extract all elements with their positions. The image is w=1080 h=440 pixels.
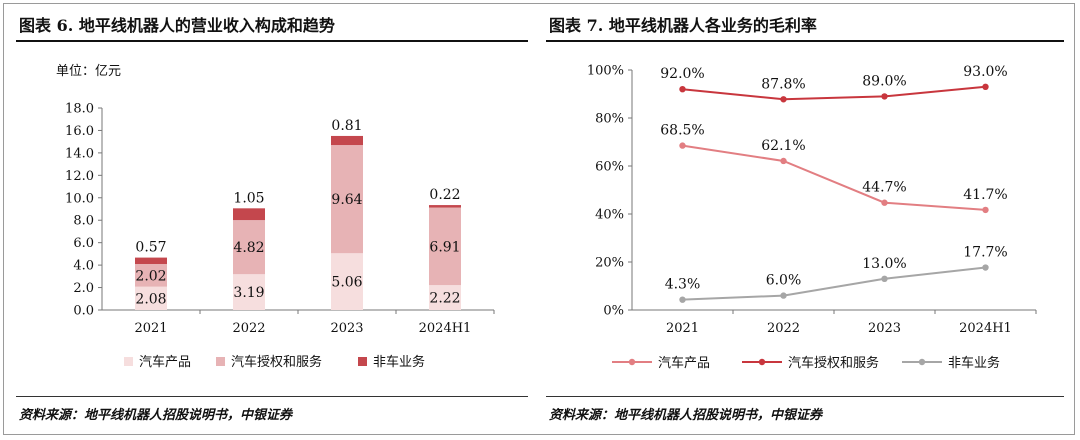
bar-segment [331,253,363,310]
y-tick-label: 6.0 [73,236,94,251]
bar-data-label: 2.02 [135,268,166,284]
legend-label: 汽车产品 [658,355,710,371]
point-data-label: 4.3% [665,277,701,293]
bar-segment [331,135,363,146]
y-tick-label: 12.0 [65,169,94,184]
y-tick-label: 20% [595,256,624,271]
bar-data-label: 0.22 [429,187,460,203]
point-data-label: 93.0% [963,64,1007,80]
bar-segment [233,274,265,310]
bar-chart: 单位：亿元 0.0 2.0 4.0 6.0 8.0 10.0 12.0 14.0 16.0 18.0… [56,64,495,370]
bar-segment [331,145,363,254]
legend-label: 汽车产品 [139,354,191,370]
left-source-rule [16,396,528,397]
y-tick-label: 0.0 [73,304,94,319]
legend-label: 非车业务 [948,355,1000,371]
legend-swatch [124,357,133,366]
point-data-label: 44.7% [862,180,906,196]
x-tick-label: 2021 [134,321,167,336]
point-data-label: 6.0% [766,273,802,289]
bar-segment [429,207,461,286]
point-data-label: 68.5% [660,123,704,139]
data-point [881,199,888,206]
y-tick-label: 0% [603,304,624,319]
y-tick-label: 16.0 [65,124,94,139]
right-chart-title: 图表 7. 地平线机器人各业务的毛利率 [549,16,817,35]
right-source-note: 资料来源：地平线机器人招股说明书，中银证券 [549,408,823,423]
data-point [780,292,787,299]
legend-marker [758,358,766,366]
line-chart: 0% 20% 40% 60% 80% 100% 2021 2022 2023 2024H1 68.5… [587,64,1037,371]
bar-data-label: 5.06 [331,275,362,291]
x-tick-label: 2024H1 [419,321,472,336]
series-line [682,85,986,101]
right-title-rule [546,40,1064,42]
y-tick-label: 8.0 [73,214,94,229]
y-tick-label: 10.0 [65,191,94,206]
left-title-rule [16,40,528,42]
left-source-note: 资料来源：地平线机器人招股说明书，中银证券 [19,408,293,423]
bar-data-label: 0.81 [331,118,362,134]
x-tick-label: 2024H1 [959,321,1012,336]
y-tick-label: 100% [587,64,624,79]
y-tick-label: 18.0 [65,102,94,117]
bar-segment [429,285,461,310]
series-line [682,266,986,301]
legend-label: 汽车授权和服务 [788,355,879,371]
legend-marker [628,358,636,366]
y-tick-label: 14.0 [65,146,94,161]
bar-segment [135,257,167,264]
bar-data-label: 9.64 [331,192,362,208]
data-point [881,275,888,282]
point-data-label: 41.7% [963,187,1007,203]
data-point [982,83,989,90]
data-point [982,206,989,214]
bar-segment [429,205,461,208]
point-data-label: 87.8% [761,76,805,92]
legend-swatch [358,357,367,366]
data-point [881,93,888,100]
y-tick-label: 40% [595,208,624,223]
data-point [780,157,787,165]
x-tick-label: 2023 [330,321,363,336]
point-data-label: 17.7% [963,245,1007,261]
y-tick-label: 4.0 [73,259,94,274]
data-point [982,264,989,271]
legend-swatch [216,357,225,366]
bar-data-label: 2.08 [135,291,166,307]
x-tick-label: 2021 [666,321,699,336]
point-data-label: 13.0% [862,256,906,272]
figure-frame [3,3,1075,435]
data-point [679,296,686,303]
bar-data-label: 1.05 [233,190,264,206]
bar-segment [135,286,167,310]
bar-data-label: 0.57 [135,240,166,256]
legend-marker [918,358,926,366]
data-point [679,142,686,149]
series-line [682,144,986,211]
y-tick-label: 80% [595,112,624,127]
bar-segment [233,208,265,221]
bar-segment [135,263,167,287]
x-tick-label: 2022 [767,321,800,336]
bar-data-label: 6.91 [429,239,460,255]
left-chart-title: 图表 6. 地平线机器人的营业收入构成和趋势 [19,16,335,35]
data-point [780,96,787,103]
x-tick-label: 2023 [868,321,901,336]
legend-label: 非车业务 [373,354,425,370]
legend-label: 汽车授权和服务 [231,354,322,370]
y-tick-label: 60% [595,160,624,175]
data-point [679,86,686,93]
y-tick-label: 2.0 [73,281,94,296]
x-tick-label: 2022 [232,321,265,336]
bar-data-label: 3.19 [233,285,264,301]
right-source-rule [546,396,1064,397]
point-data-label: 62.1% [761,138,805,154]
bar-data-label: 4.82 [233,240,264,256]
unit-label: 单位：亿元 [56,64,121,79]
bar-segment [233,220,265,275]
point-data-label: 92.0% [660,66,704,82]
bar-data-label: 2.22 [429,291,460,307]
point-data-label: 89.0% [862,73,906,89]
